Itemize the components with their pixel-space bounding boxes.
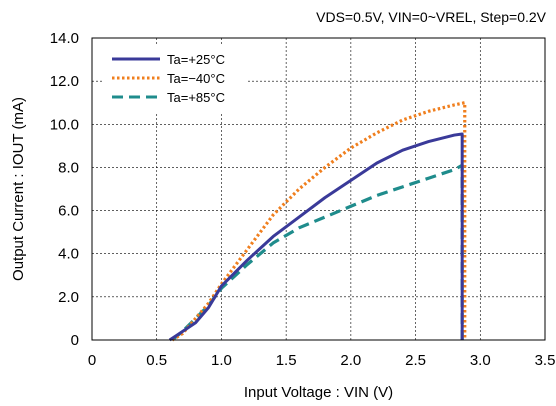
x-tick-label: 2.5: [405, 352, 426, 369]
y-tick-labels: 0 2.0 4.0 6.0 8.0 10.0 12.0 14.0: [50, 30, 79, 349]
chart-subtitle: VDS=0.5V, VIN=0~VREL, Step=0.2V: [316, 9, 547, 25]
plot-frame: [91, 37, 546, 341]
y-tick-label: 8.0: [58, 159, 79, 176]
series-line-1: [171, 101, 467, 342]
y-tick-label: 10.0: [50, 116, 79, 133]
x-tick-label: 1.0: [211, 352, 232, 369]
y-axis-label: Output Current : IOUT (mA): [10, 97, 27, 281]
series-lines: [168, 101, 467, 342]
y-tick-label: 14.0: [50, 30, 79, 47]
x-tick-label: 3.5: [535, 352, 556, 369]
y-tick-label: 4.0: [58, 246, 79, 263]
y-tick-label: 12.0: [50, 73, 79, 90]
x-tick-labels: 0 0.5 1.0 1.5 2.0 2.5 3.0 3.5: [88, 352, 556, 369]
legend-label: Ta=+25°C: [167, 52, 225, 67]
y-tick-label: 0: [71, 332, 79, 349]
x-tick-label: 0: [88, 352, 96, 369]
x-tick-label: 1.5: [276, 352, 297, 369]
y-tick-label: 2.0: [58, 289, 79, 306]
series-line-0: [168, 132, 464, 342]
x-tick-label: 0.5: [146, 352, 167, 369]
x-tick-label: 2.0: [340, 352, 361, 369]
x-tick-label: 3.0: [470, 352, 491, 369]
legend: Ta=+25°C Ta=−40°C Ta=+85°C: [104, 46, 248, 112]
grid-lines: [92, 38, 545, 340]
x-axis-label: Input Voltage : VIN (V): [244, 384, 393, 401]
y-tick-label: 6.0: [58, 203, 79, 220]
legend-label: Ta=−40°C: [167, 71, 225, 86]
legend-label: Ta=+85°C: [167, 90, 225, 105]
